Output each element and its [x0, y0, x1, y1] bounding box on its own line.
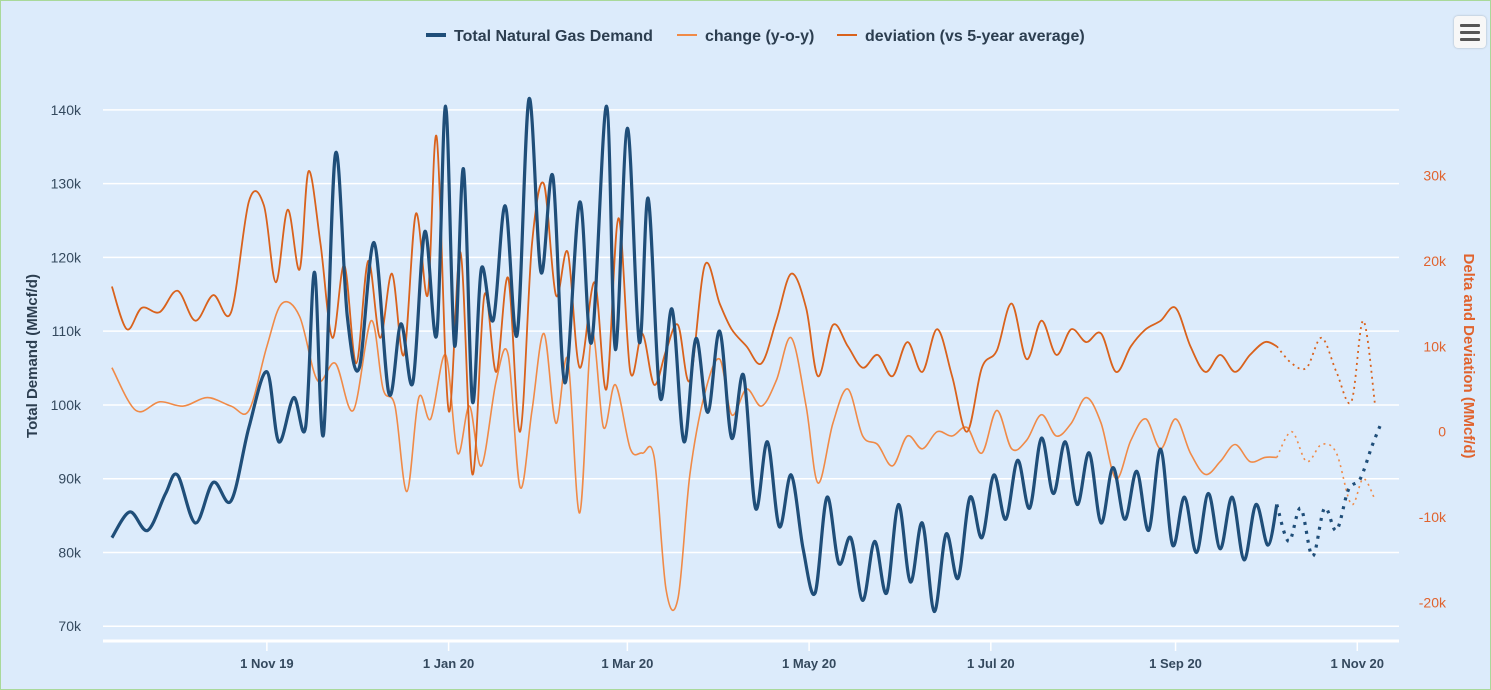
y-tick-label-right: -10k — [1419, 509, 1447, 525]
gridlines — [103, 109, 1399, 627]
y-tick-label-left: 120k — [51, 249, 82, 265]
demand-series-forecast-line — [1275, 422, 1383, 558]
change-series-forecast-line — [1276, 430, 1376, 506]
x-tick-label: 1 Jul 20 — [967, 656, 1015, 671]
series-layer — [110, 97, 1383, 614]
chart-menu-button[interactable] — [1454, 16, 1486, 48]
legend-item[interactable]: change (y-o-y) — [677, 28, 814, 45]
y-tick-label-right: 30k — [1423, 167, 1447, 183]
deviation-series-line — [111, 134, 1278, 476]
legend-label: deviation (vs 5-year average) — [865, 28, 1085, 45]
legend-item[interactable]: Total Natural Gas Demand — [426, 28, 653, 45]
y-tick-label-left: 100k — [51, 397, 82, 413]
deviation-series-forecast-line — [1276, 319, 1377, 407]
y-tick-label-right: 0 — [1438, 424, 1446, 440]
y-tick-label-right: 10k — [1423, 338, 1447, 354]
y-tick-label-left: 90k — [58, 471, 82, 487]
y-tick-label-left: 130k — [51, 176, 82, 192]
hamburger-menu-icon-bar — [1460, 30, 1480, 34]
legend-item[interactable]: deviation (vs 5-year average) — [837, 28, 1085, 45]
x-tick-label: 1 Mar 20 — [601, 656, 653, 671]
x-tick-label: 1 Nov 20 — [1331, 656, 1384, 671]
legend-label: change (y-o-y) — [705, 28, 814, 45]
axes: 70k 80k 90k 100k 110k 120k 130k 140k -20k -10k 0 10… — [51, 102, 1447, 671]
y-tick-label-right: -20k — [1419, 595, 1447, 611]
hamburger-menu-icon-bar — [1460, 37, 1480, 41]
y-axis-right-title: Delta and Deviation (MMcf/d) — [1460, 253, 1477, 458]
legend-label: Total Natural Gas Demand — [454, 28, 653, 45]
x-tick-label: 1 Jan 20 — [423, 656, 474, 671]
legend[interactable]: Total Natural Gas Demand change (y-o-y) de… — [426, 28, 1085, 45]
y-tick-label-left: 110k — [52, 323, 82, 339]
y-axis-left-title: Total Demand (MMcf/d) — [24, 274, 41, 438]
x-tick-label: 1 Nov 19 — [240, 656, 293, 671]
y-tick-label-left: 70k — [58, 618, 82, 634]
x-tick-label: 1 Sep 20 — [1149, 656, 1202, 671]
y-tick-label-left: 80k — [58, 544, 82, 560]
hamburger-menu-icon — [1460, 23, 1480, 27]
y-tick-label-right: 20k — [1423, 253, 1447, 269]
change-series-line — [111, 300, 1277, 612]
demand-series-line — [110, 97, 1279, 614]
x-tick-label: 1 May 20 — [782, 656, 836, 671]
y-tick-label-left: 140k — [51, 102, 82, 118]
